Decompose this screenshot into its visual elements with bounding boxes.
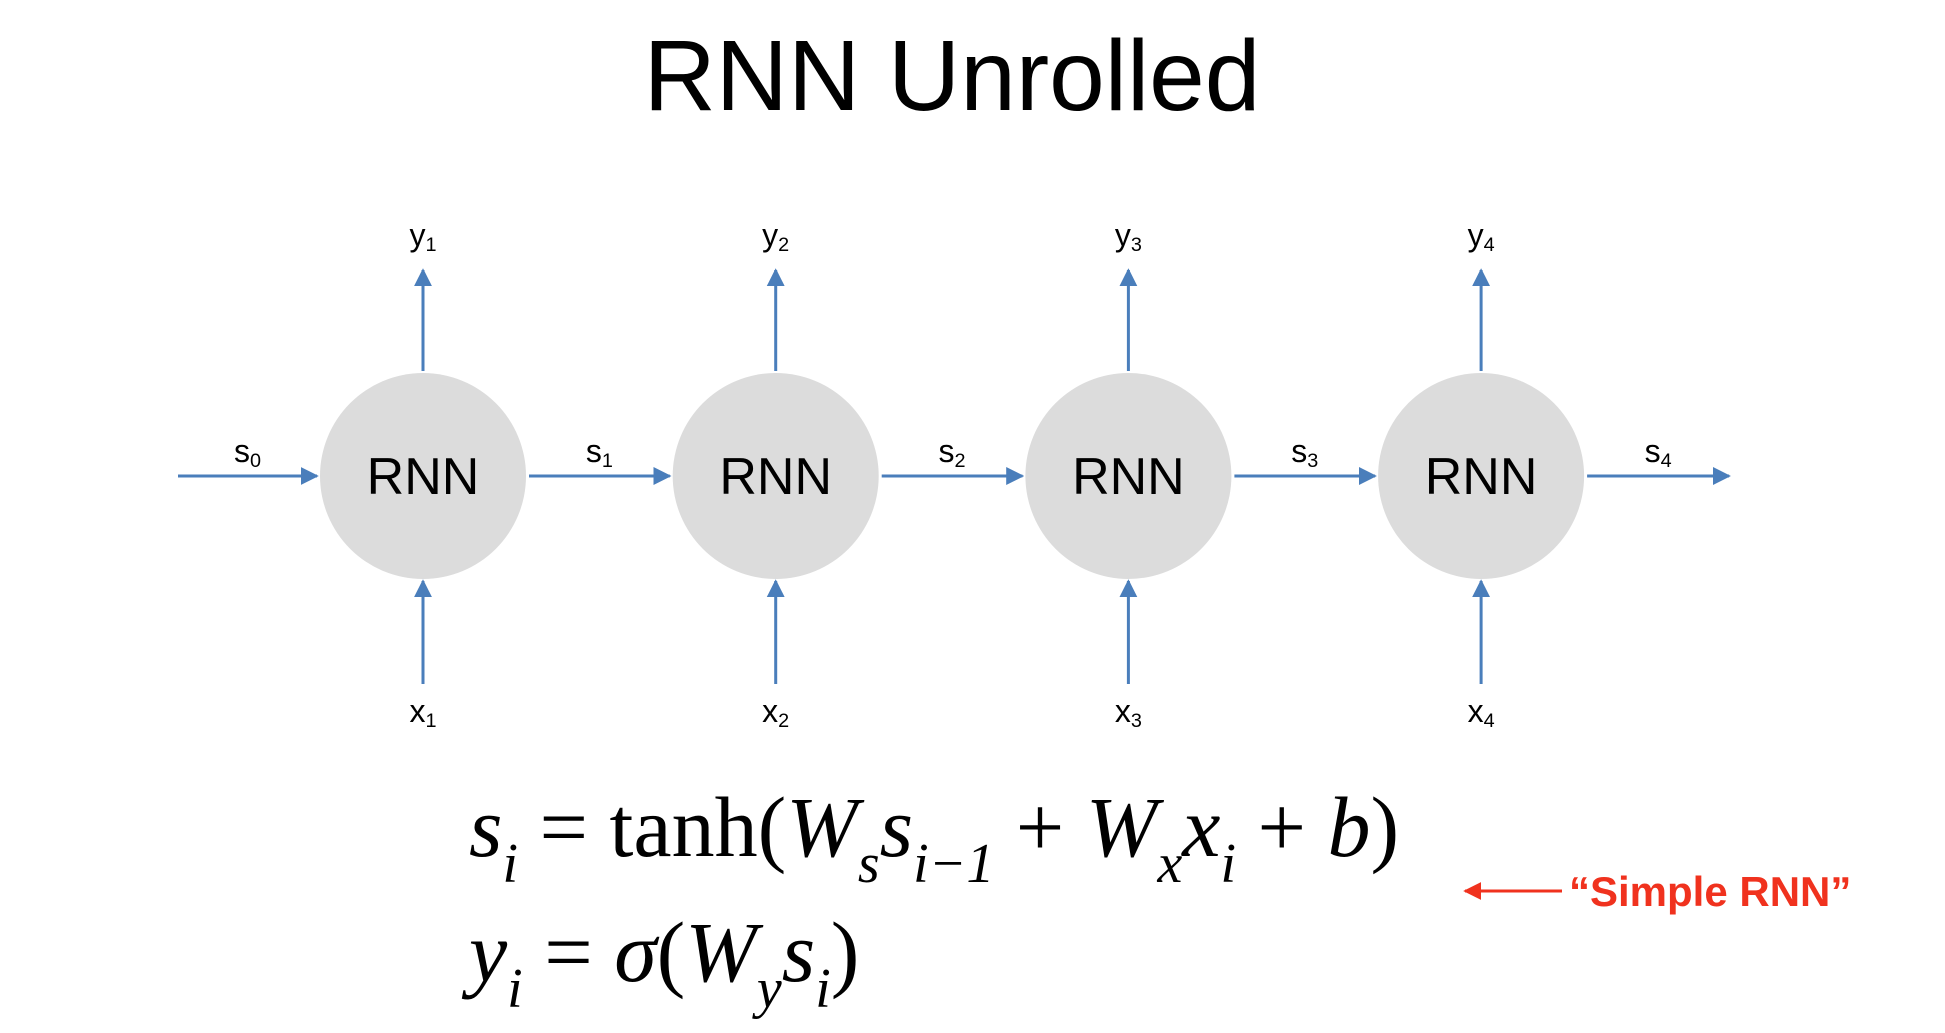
text-part: b [1327, 779, 1370, 875]
symbol: y [762, 217, 778, 253]
text-part: ( [657, 904, 686, 1000]
input-label: x1 [409, 693, 436, 732]
symbol: x [409, 693, 425, 729]
symbol: s [586, 433, 602, 469]
subscript: 4 [1484, 234, 1495, 256]
text-part: W [1086, 779, 1165, 875]
subscript: 2 [955, 450, 966, 472]
subscript: 3 [1131, 234, 1142, 256]
subscript: 1 [425, 710, 436, 732]
node-label: RNN [1072, 448, 1185, 506]
input-label: x2 [762, 693, 789, 732]
annotation: “Simple RNN” [1569, 868, 1851, 915]
symbol: y [1115, 217, 1131, 253]
text-part: s [782, 904, 815, 1000]
symbol: x [1468, 693, 1484, 729]
symbol: y [409, 217, 425, 253]
subscript: i [502, 833, 518, 895]
input-label: x3 [1115, 693, 1142, 732]
subscript: 4 [1661, 450, 1672, 472]
symbol: s [234, 433, 250, 469]
text-part: W [786, 779, 865, 875]
text-part: s [880, 779, 913, 875]
subscript: 2 [778, 710, 789, 732]
subscript: 4 [1484, 710, 1495, 732]
subscript: 1 [425, 234, 436, 256]
subscript: i [1220, 833, 1236, 895]
subscript: 3 [1307, 450, 1318, 472]
node-label: RNN [367, 448, 480, 506]
subscript: 2 [778, 234, 789, 256]
symbol: s [939, 433, 955, 469]
text-part: + [994, 779, 1086, 875]
text-part: = tanh( [518, 779, 786, 875]
subscript: 3 [1131, 710, 1142, 732]
output-label: y1 [409, 217, 436, 256]
symbol: s [1645, 433, 1661, 469]
state-label: s4 [1645, 433, 1672, 472]
state-label: s2 [939, 433, 966, 472]
subscript: y [752, 958, 782, 1020]
node-label: RNN [1425, 448, 1538, 506]
output-label: y4 [1468, 217, 1495, 256]
subscript: 1 [602, 450, 613, 472]
text-part: σ [614, 904, 660, 1000]
text-part: s [469, 779, 502, 875]
input-label: x4 [1468, 693, 1495, 732]
symbol: y [1468, 217, 1484, 253]
text-part: ) [1370, 779, 1399, 875]
subscript: i [815, 958, 831, 1020]
subscript: x [1156, 833, 1182, 895]
text-part: y [461, 904, 508, 1000]
equation: si = tanh(Wssi−1 + Wxxi + b) [469, 779, 1399, 895]
state-label: s1 [586, 433, 613, 472]
output-label: y3 [1115, 217, 1142, 256]
rnn-node [320, 373, 526, 579]
subscript: s [858, 833, 880, 895]
text-part: W [685, 904, 764, 1000]
text-part: x [1180, 779, 1220, 875]
title: RNN Unrolled [644, 20, 1261, 132]
rnn-node [1378, 373, 1585, 579]
subscript: 0 [250, 450, 261, 472]
text-part: + [1236, 779, 1328, 875]
subscript: i [507, 958, 523, 1020]
symbol: x [1115, 693, 1131, 729]
state-label: s3 [1291, 433, 1318, 472]
equation: yi = σ(Wysi) [461, 904, 859, 1020]
node-label: RNN [719, 448, 832, 506]
state-label: s0 [234, 433, 261, 472]
subscript: i−1 [913, 833, 994, 895]
symbol: s [1291, 433, 1307, 469]
rnn-node [672, 373, 879, 579]
output-label: y2 [762, 217, 789, 256]
text-part: = [523, 904, 615, 1000]
rnn-node [1025, 373, 1232, 579]
text-part: ) [831, 904, 860, 1000]
symbol: x [762, 693, 778, 729]
